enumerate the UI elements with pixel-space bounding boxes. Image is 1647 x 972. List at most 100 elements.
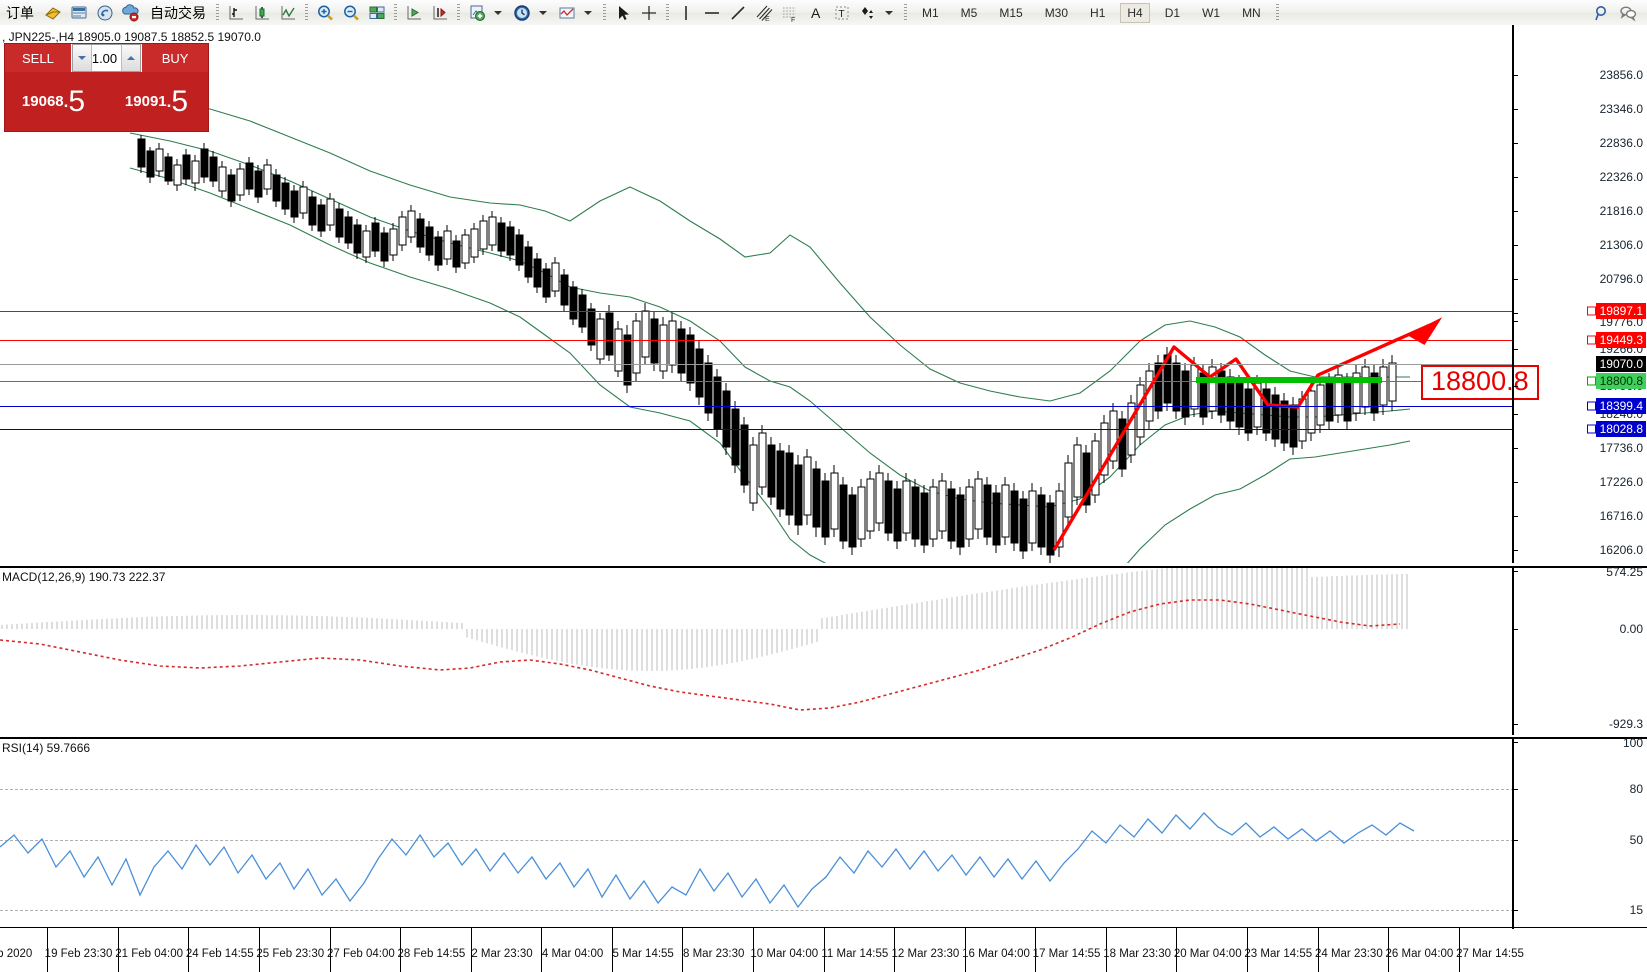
timeframe-h1[interactable]: H1 xyxy=(1079,1,1116,25)
time-axis-label: 8 Mar 23:30 xyxy=(683,948,745,960)
autotrade-label: 自动交易 xyxy=(150,4,206,21)
svg-text:T: T xyxy=(839,9,845,20)
crosshair-tool-icon[interactable] xyxy=(636,1,662,25)
ask-price-display[interactable]: 19091 . 5 xyxy=(106,73,207,130)
y-tickmark xyxy=(1514,629,1518,630)
chevron-down-icon[interactable] xyxy=(539,10,547,15)
templates-icon[interactable] xyxy=(554,1,580,25)
volume-increment-button[interactable] xyxy=(121,45,141,71)
chevron-down-icon[interactable] xyxy=(885,10,893,15)
macd-label: MACD(12,26,9) 190.73 222.37 xyxy=(2,570,166,584)
macd-chart-svg xyxy=(0,568,1408,711)
level-label-support-18399[interactable]: 18399.4 xyxy=(1586,398,1646,414)
resistance-line-19897[interactable] xyxy=(0,311,1514,312)
time-axis-label: 4 Mar 04:00 xyxy=(541,948,604,960)
time-axis-label: 16 Mar 04:00 xyxy=(962,948,1030,960)
time-axis-label: 17 Mar 14:55 xyxy=(1032,948,1101,960)
timeframe-label: H1 xyxy=(1090,5,1106,20)
bid-price-display[interactable]: 19068 . 5 xyxy=(5,73,102,130)
timeframe-d1[interactable]: D1 xyxy=(1154,1,1191,25)
timeframe-m15[interactable]: M15 xyxy=(988,1,1033,25)
rsi-label: RSI(14) 59.7666 xyxy=(2,741,91,755)
trendline-tool-icon[interactable] xyxy=(725,1,751,25)
add-indicator-icon[interactable] xyxy=(464,1,490,25)
level-handle[interactable] xyxy=(1586,335,1596,345)
timeframe-h4[interactable]: H4 xyxy=(1116,1,1153,25)
timeframe-m1[interactable]: M1 xyxy=(911,1,950,25)
level-value: 19897.1 xyxy=(1599,304,1643,318)
expert-advisor-icon[interactable] xyxy=(40,1,66,25)
macd-axis xyxy=(1512,568,1514,735)
rsi-pane[interactable]: RSI(14) 59.7666 100 80 50 15 xyxy=(0,736,1647,929)
level-handle[interactable] xyxy=(1586,424,1596,434)
one-click-trading-panel[interactable]: SELL 1.00 BUY 19068 . 5 19091 xyxy=(4,43,209,132)
autotrade-button[interactable]: 自动交易 xyxy=(144,1,212,25)
buy-button[interactable]: BUY xyxy=(141,44,208,72)
timeframe-w1[interactable]: W1 xyxy=(1191,1,1231,25)
text-tool-icon[interactable]: A xyxy=(803,1,829,25)
level-label-support-18028[interactable]: 18028.8 xyxy=(1586,421,1646,437)
orders-button[interactable]: 订单 xyxy=(0,1,40,25)
symbol-info-line: , JPN225-,H4 18905.0 19087.5 18852.5 190… xyxy=(2,30,261,44)
bar-chart-icon[interactable] xyxy=(223,1,249,25)
level-label-resistance-19897[interactable]: 19897.1 xyxy=(1586,303,1646,319)
arrows-tool-icon[interactable] xyxy=(855,1,881,25)
price-annotation-box[interactable]: 18800.8 xyxy=(1421,365,1539,400)
candlestick-chart-icon[interactable] xyxy=(249,1,275,25)
level-label-pivot-18800[interactable]: 18800.8 xyxy=(1586,373,1646,389)
market-icon[interactable] xyxy=(118,1,144,25)
chevron-down-icon[interactable] xyxy=(584,10,592,15)
chevron-down-icon[interactable] xyxy=(494,10,502,15)
chat-icon[interactable] xyxy=(1615,1,1641,25)
timeframe-m30[interactable]: M30 xyxy=(1034,1,1079,25)
support-line-18399[interactable] xyxy=(0,406,1514,407)
terminal-icon[interactable] xyxy=(66,1,92,25)
rsi-tick-label: 50 xyxy=(1629,833,1643,847)
rsi-tick-label: 15 xyxy=(1629,903,1643,917)
timeframe-mn[interactable]: MN xyxy=(1231,1,1272,25)
svg-text:A: A xyxy=(811,5,821,21)
equidistant-channel-tool-icon[interactable]: E xyxy=(751,1,777,25)
level-handle[interactable] xyxy=(1586,401,1596,411)
sell-button[interactable]: SELL xyxy=(5,44,72,72)
search-icon[interactable] xyxy=(1589,1,1615,25)
period-dropdown[interactable] xyxy=(535,1,554,25)
timeframe-label: M5 xyxy=(960,5,978,20)
arrows-dropdown[interactable] xyxy=(881,1,900,25)
time-axis-label: 27 Mar 14:55 xyxy=(1456,948,1524,960)
level-handle[interactable] xyxy=(1586,306,1596,316)
time-axis-label: 2 Mar 23:30 xyxy=(471,948,533,960)
y-tickmark xyxy=(1514,414,1518,415)
zoom-in-icon[interactable] xyxy=(312,1,338,25)
horizontal-line-tool-icon[interactable] xyxy=(699,1,725,25)
text-label-tool-icon[interactable]: T xyxy=(829,1,855,25)
volume-decrement-button[interactable] xyxy=(72,45,92,71)
timeframe-m5[interactable]: M5 xyxy=(950,1,989,25)
cursor-tool-icon[interactable] xyxy=(610,1,636,25)
volume-stepper[interactable]: 1.00 xyxy=(71,44,142,72)
templates-dropdown[interactable] xyxy=(580,1,599,25)
chart-workspace[interactable]: , JPN225-,H4 18905.0 19087.5 18852.5 190… xyxy=(0,25,1647,972)
y-tickmark xyxy=(1514,313,1518,314)
shift-start-icon[interactable] xyxy=(401,1,427,25)
shift-end-icon[interactable] xyxy=(427,1,453,25)
zoom-out-icon[interactable] xyxy=(338,1,364,25)
support-line-18028[interactable] xyxy=(0,429,1514,430)
vertical-line-tool-icon[interactable] xyxy=(673,1,699,25)
pivot-line-18800[interactable] xyxy=(0,381,1514,382)
volume-input[interactable]: 1.00 xyxy=(91,50,118,66)
add-indicator-dropdown[interactable] xyxy=(490,1,509,25)
macd-signal-line xyxy=(0,599,1401,711)
fibonacci-tool-icon[interactable]: F xyxy=(777,1,803,25)
level-label-resistance-19449[interactable]: 19449.3 xyxy=(1586,332,1646,348)
macd-pane[interactable]: MACD(12,26,9) 190.73 222.37 574.25 0.00 … xyxy=(0,565,1647,735)
line-chart-icon[interactable] xyxy=(275,1,301,25)
signals-icon[interactable] xyxy=(92,1,118,25)
resistance-line-19449[interactable] xyxy=(0,340,1514,341)
period-clock-icon[interactable] xyxy=(509,1,535,25)
level-handle[interactable] xyxy=(1586,376,1596,386)
price-pane[interactable]: , JPN225-,H4 18905.0 19087.5 18852.5 190… xyxy=(0,25,1647,563)
tile-windows-icon[interactable] xyxy=(364,1,390,25)
y-tick-label: 17736.0 xyxy=(1599,441,1643,455)
